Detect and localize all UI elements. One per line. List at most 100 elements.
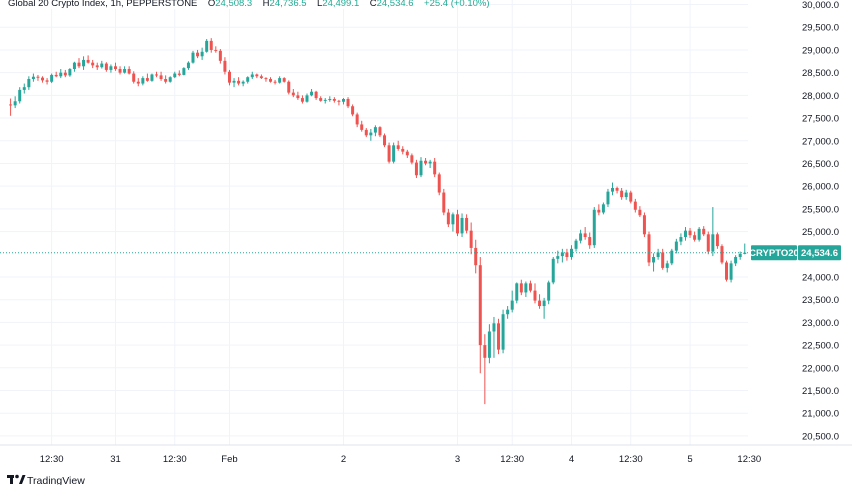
candle-body: [227, 71, 231, 83]
candle-body: [455, 214, 459, 234]
candle-body: [569, 248, 573, 258]
candle: [63, 69, 67, 78]
candle-body: [597, 209, 601, 213]
candle-body: [310, 91, 314, 96]
candle: [501, 309, 505, 354]
candle: [410, 153, 414, 165]
candle-body: [528, 283, 532, 291]
candle-body: [683, 230, 687, 238]
x-tick-label: 12:30: [163, 454, 187, 465]
legend: Global 20 Crypto Index, 1h, PEPPERSTONE …: [0, 0, 490, 9]
candle: [250, 71, 254, 80]
candle: [711, 207, 715, 257]
candle: [419, 157, 423, 178]
candle-body: [538, 300, 542, 307]
candle: [109, 64, 113, 73]
candle-body: [41, 77, 45, 81]
x-tick-label: 12:30: [619, 454, 643, 465]
candle-body: [109, 66, 113, 70]
candle-body: [232, 80, 236, 83]
candle: [45, 78, 49, 85]
candle-body: [615, 187, 619, 191]
candle-body: [18, 89, 22, 102]
y-tick-label: 22,500.0: [802, 341, 839, 352]
candle-body: [296, 95, 300, 99]
candle: [620, 187, 624, 200]
candle-body: [346, 98, 350, 107]
candle: [396, 140, 400, 151]
candle-body: [351, 106, 355, 115]
candle-body: [588, 237, 592, 246]
candle: [702, 226, 706, 237]
candle-body: [328, 98, 332, 100]
candle: [378, 126, 382, 138]
candle: [547, 280, 551, 305]
tradingview-logo[interactable]: TradingView: [7, 474, 85, 485]
candle: [597, 204, 601, 216]
candle: [177, 70, 181, 77]
candle-body: [533, 290, 537, 301]
candle-body: [738, 253, 742, 258]
candle-body: [601, 204, 605, 213]
candle-body: [337, 100, 341, 102]
x-axis[interactable]: 12:30 31 12:30 Feb 2 3 12:30 4 12:30 5 12:30: [0, 444, 852, 465]
y-tick-label: 20,500.0: [802, 431, 839, 442]
candle-body: [259, 76, 263, 79]
candles: [9, 38, 747, 405]
y-tick-label: 28,000.0: [802, 91, 839, 102]
candle-body: [401, 148, 405, 152]
candle: [264, 77, 268, 82]
candle-body: [487, 331, 491, 358]
candle: [36, 74, 40, 81]
candle-body: [319, 98, 323, 101]
candle: [679, 233, 683, 246]
candle-body: [579, 233, 583, 241]
candle: [27, 76, 31, 90]
candle-body: [141, 78, 145, 84]
candle-body: [269, 79, 273, 82]
candle-body: [45, 80, 49, 82]
candle-body: [27, 79, 31, 88]
candle-body: [209, 40, 213, 50]
candle: [569, 245, 573, 260]
x-tick-label: 12:30: [500, 454, 524, 465]
candle-body: [679, 237, 683, 242]
candle-body: [68, 69, 72, 76]
candle-body: [383, 135, 387, 146]
candle-body: [629, 192, 633, 202]
candle: [136, 78, 140, 87]
candle-body: [127, 69, 131, 74]
candle-body: [446, 212, 450, 225]
y-tick-label: 29,500.0: [802, 23, 839, 34]
candle: [164, 75, 168, 84]
candle: [337, 99, 341, 106]
candle-body: [91, 62, 95, 66]
candle: [706, 231, 710, 255]
candle-body: [633, 201, 637, 210]
candle-body: [410, 155, 414, 163]
y-tick-label: 25,000.0: [802, 227, 839, 238]
candle-body: [173, 73, 177, 78]
candle: [579, 229, 583, 244]
candle: [615, 186, 619, 194]
candle-body: [72, 62, 76, 70]
candle: [72, 61, 76, 72]
candle-body: [387, 145, 391, 162]
candle: [159, 71, 163, 81]
candle: [328, 96, 332, 102]
candle: [95, 62, 99, 70]
candle-body: [483, 345, 487, 358]
candle: [310, 89, 314, 97]
y-tick-label: 28,500.0: [802, 68, 839, 79]
candle-body: [465, 217, 469, 231]
candle: [223, 57, 227, 75]
candle-body: [282, 78, 286, 82]
y-tick-label: 27,000.0: [802, 136, 839, 147]
symbol-tag-text: CRYPTO20: [749, 248, 799, 259]
candle-body: [305, 95, 309, 102]
symbol-tag: [751, 245, 797, 261]
y-axis[interactable]: 30,000.0 29,500.0 29,000.0 28,500.0 28,000.0…: [748, 0, 852, 445]
candle-body: [652, 257, 656, 263]
candle: [551, 257, 555, 285]
